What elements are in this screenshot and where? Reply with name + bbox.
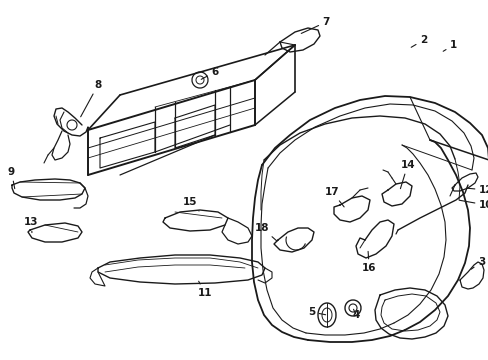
Text: 13: 13 xyxy=(24,217,39,233)
Text: 9: 9 xyxy=(8,167,15,189)
Text: 14: 14 xyxy=(400,160,414,189)
Text: 12: 12 xyxy=(466,185,488,195)
Text: 4: 4 xyxy=(351,309,359,320)
Text: 1: 1 xyxy=(442,40,456,51)
Text: 10: 10 xyxy=(458,200,488,210)
Text: 16: 16 xyxy=(361,251,376,273)
Text: 11: 11 xyxy=(197,281,212,298)
Text: 3: 3 xyxy=(470,257,484,269)
Text: 7: 7 xyxy=(301,17,329,33)
Text: 17: 17 xyxy=(325,187,344,207)
Text: 8: 8 xyxy=(81,80,102,117)
Text: 2: 2 xyxy=(410,35,427,47)
Text: 18: 18 xyxy=(254,223,276,241)
Text: 15: 15 xyxy=(183,197,199,211)
Text: 5: 5 xyxy=(307,307,325,317)
Text: 6: 6 xyxy=(201,67,218,79)
